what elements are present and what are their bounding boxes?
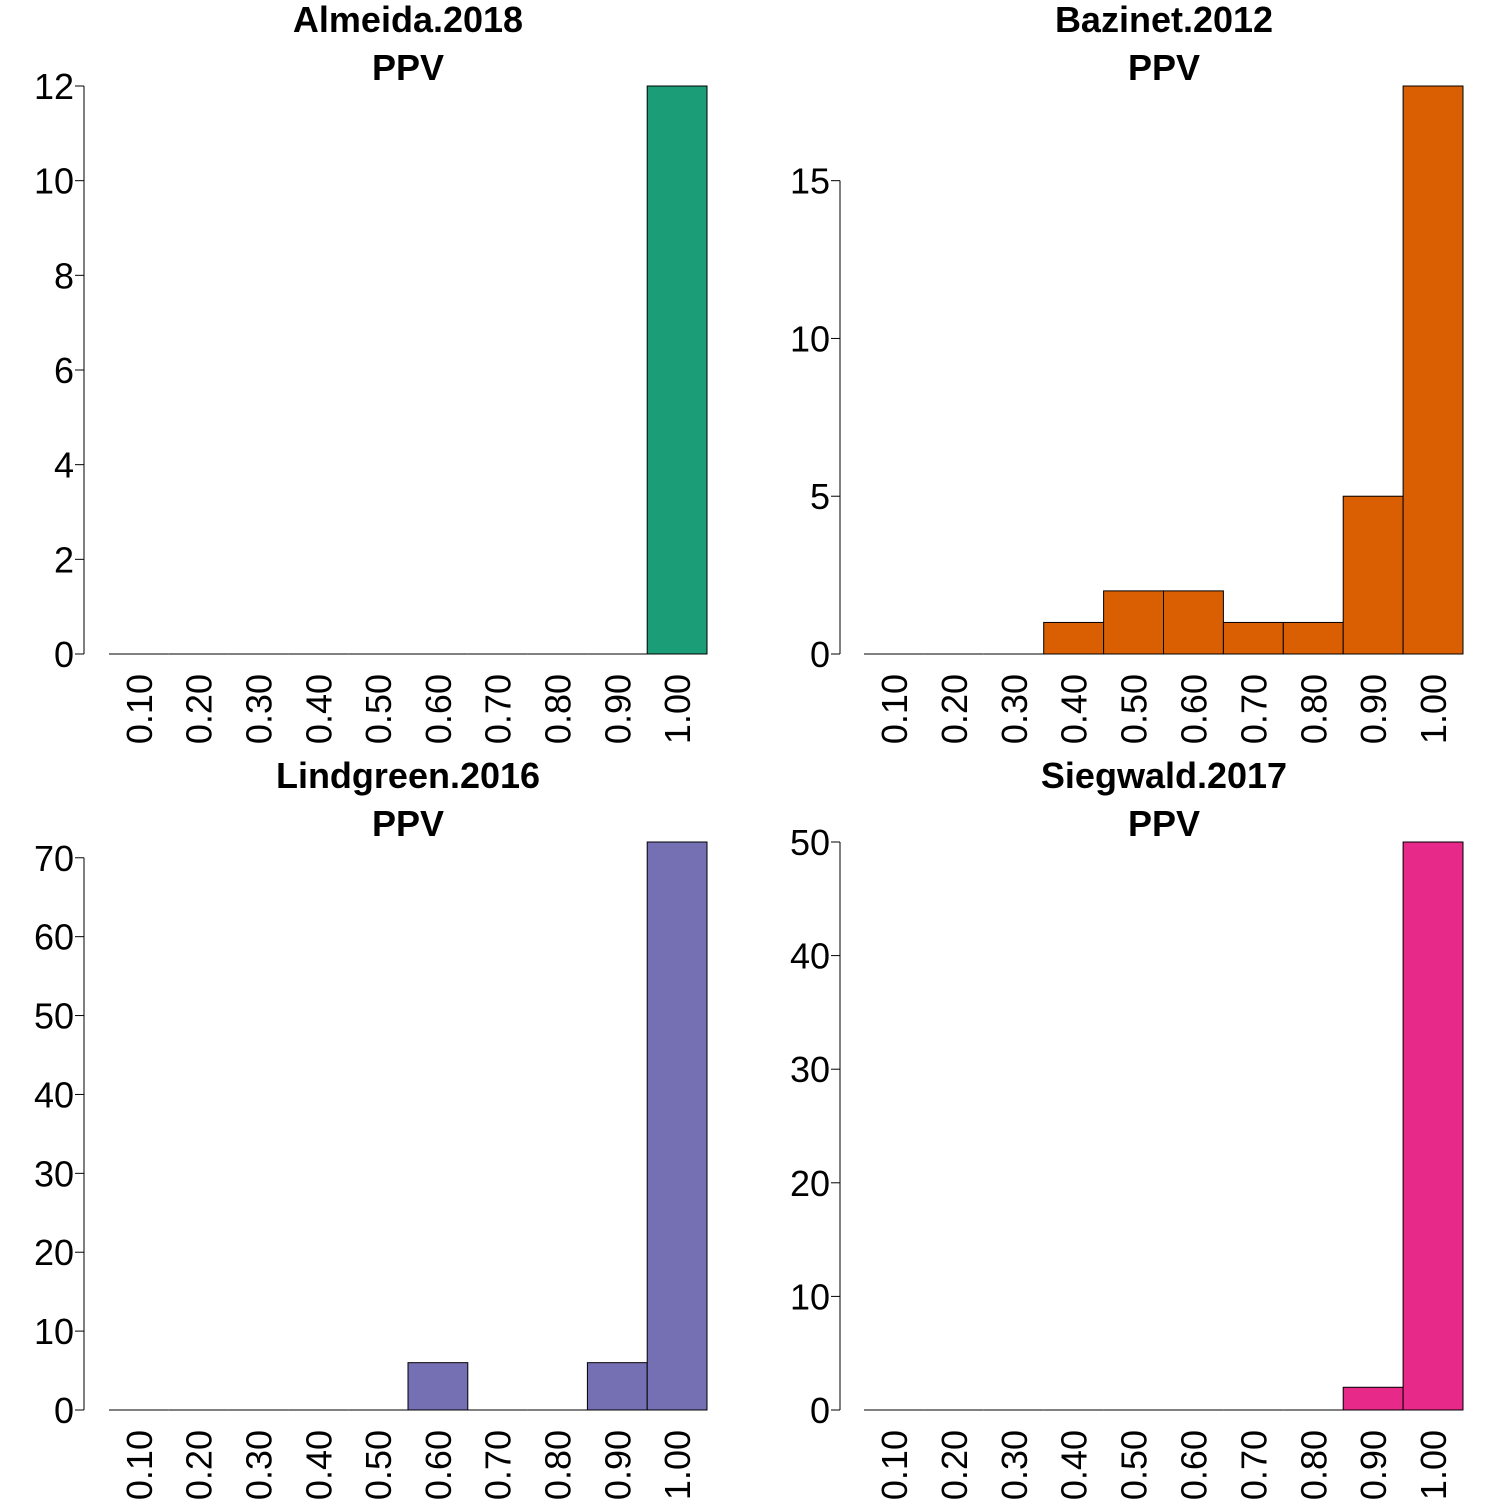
bar (586, 1362, 648, 1411)
bar (1342, 1386, 1404, 1411)
bar (1402, 85, 1464, 655)
x-tick-label: 1.00 (657, 1430, 698, 1500)
y-tick-label: 50 (790, 822, 830, 863)
x-tick-label: 0.50 (1114, 674, 1155, 744)
x-tick-label: 0.20 (179, 1430, 220, 1500)
panel-title: Bazinet.2012 (1055, 0, 1273, 40)
x-tick-label: 0.30 (994, 1430, 1035, 1500)
x-tick-label: 0.90 (1353, 1430, 1394, 1500)
y-tick-label: 10 (790, 318, 830, 359)
y-tick-label: 70 (34, 838, 74, 879)
x-tick-label: 0.70 (478, 1430, 519, 1500)
x-tick-label: 0.70 (1233, 1430, 1274, 1500)
bar (646, 841, 708, 1411)
x-tick-label: 0.20 (179, 674, 220, 744)
y-tick-label: 2 (54, 539, 74, 580)
x-tick-label: 0.90 (1353, 674, 1394, 744)
y-tick-label: 20 (790, 1163, 830, 1204)
x-tick-label: 0.60 (1173, 1430, 1214, 1500)
panel-subtitle: PPV (1128, 47, 1200, 88)
panel-subtitle: PPV (372, 47, 444, 88)
panel-2: Bazinet.2012 PPV 0 5 10 15 0.10 0.20 0.30 0.40 0.5… (790, 0, 1464, 744)
y-tick-label: 40 (34, 1074, 74, 1115)
x-tick-label: 0.90 (597, 674, 638, 744)
x-tick-label: 0.10 (874, 674, 915, 744)
panel-title: Almeida.2018 (293, 0, 523, 40)
x-tick-label: 0.30 (239, 674, 280, 744)
bar (646, 85, 708, 655)
x-tick-label: 0.20 (934, 1430, 975, 1500)
x-tick-label: 0.10 (874, 1430, 915, 1500)
y-tick-label: 5 (810, 476, 830, 517)
x-tick-label: 0.50 (358, 674, 399, 744)
x-tick-label: 0.40 (1054, 674, 1095, 744)
x-tick-label: 0.70 (478, 674, 519, 744)
panel-title: Siegwald.2017 (1041, 755, 1287, 796)
y-tick-label: 6 (54, 350, 74, 391)
x-tick-label: 0.10 (119, 1430, 160, 1500)
x-tick-label: 0.40 (298, 674, 339, 744)
y-tick-label: 0 (810, 1390, 830, 1431)
bar (1342, 495, 1404, 655)
panel-1: Almeida.2018 PPV 0 2 4 6 8 10 12 0.10 0.20 0.30 0.40… (34, 0, 708, 744)
x-tick-label: 0.80 (538, 674, 579, 744)
y-tick-label: 15 (790, 161, 830, 202)
x-tick-label: 0.90 (597, 1430, 638, 1500)
y-tick-label: 40 (790, 936, 830, 977)
x-tick-label: 0.60 (1173, 674, 1214, 744)
x-tick-label: 1.00 (1413, 1430, 1454, 1500)
panel-title: Lindgreen.2016 (276, 755, 540, 796)
x-tick-label: 0.20 (934, 674, 975, 744)
y-tick-label: 60 (34, 917, 74, 958)
bar (407, 1362, 469, 1411)
x-tick-label: 0.40 (1054, 1430, 1095, 1500)
y-tick-label: 0 (810, 634, 830, 675)
x-tick-label: 0.30 (994, 674, 1035, 744)
x-tick-label: 0.50 (1114, 1430, 1155, 1500)
x-tick-label: 0.60 (418, 1430, 459, 1500)
y-tick-label: 0 (54, 634, 74, 675)
panel-3: Lindgreen.2016 PPV 0 10 20 30 40 50 60 70 0.10 0.20… (34, 755, 708, 1500)
y-tick-label: 8 (54, 255, 74, 296)
y-tick-label: 4 (54, 445, 74, 486)
bar (1043, 621, 1105, 655)
x-tick-label: 1.00 (657, 674, 698, 744)
bar (1222, 621, 1284, 655)
y-tick-label: 30 (34, 1153, 74, 1194)
y-tick-label: 50 (34, 996, 74, 1037)
panel-4: Siegwald.2017 PPV 0 10 20 30 40 50 0.10 0.20 0.30 0… (790, 755, 1464, 1500)
x-tick-label: 1.00 (1413, 674, 1454, 744)
y-tick-label: 30 (790, 1049, 830, 1090)
x-tick-label: 0.80 (1293, 1430, 1334, 1500)
panel-subtitle: PPV (1128, 803, 1200, 844)
y-tick-label: 20 (34, 1232, 74, 1273)
bar (1103, 590, 1164, 655)
bar (1163, 590, 1224, 655)
panel-subtitle: PPV (372, 803, 444, 844)
x-tick-label: 0.30 (239, 1430, 280, 1500)
x-tick-label: 0.80 (1293, 674, 1334, 744)
y-tick-label: 0 (54, 1390, 74, 1431)
bar (1282, 621, 1344, 655)
y-tick-label: 12 (34, 66, 74, 107)
y-tick-label: 10 (790, 1276, 830, 1317)
y-tick-label: 10 (34, 161, 74, 202)
x-tick-label: 0.70 (1233, 674, 1274, 744)
bar (1402, 841, 1464, 1411)
x-tick-label: 0.80 (538, 1430, 579, 1500)
x-tick-label: 0.60 (418, 674, 459, 744)
y-tick-label: 10 (34, 1311, 74, 1352)
x-tick-label: 0.50 (358, 1430, 399, 1500)
x-tick-label: 0.10 (119, 674, 160, 744)
x-tick-label: 0.40 (298, 1430, 339, 1500)
